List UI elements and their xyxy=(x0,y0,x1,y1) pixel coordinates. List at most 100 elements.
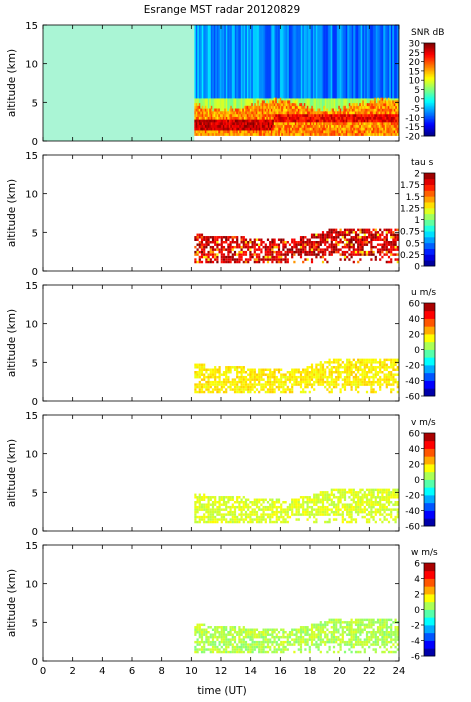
colorbar-tick-label: -20 xyxy=(405,492,420,502)
colorbar-tick-label: -20 xyxy=(405,133,420,143)
y-axis-label: altitude (km) xyxy=(6,569,18,637)
colorbar-tick-label: 60 xyxy=(409,430,421,440)
y-tick-label: 10 xyxy=(25,320,38,331)
colorbar-tick-label: 0.5 xyxy=(406,239,420,249)
colorbar-tick-label: 20 xyxy=(409,461,421,471)
y-tick-label: 10 xyxy=(25,450,38,461)
x-tick-label: 12 xyxy=(215,666,228,677)
colorbar-tick-label: 60 xyxy=(409,300,421,310)
colorbar-label: u m/s xyxy=(411,288,436,298)
y-tick-label: 0 xyxy=(32,527,38,538)
colorbar-tick-label: -15 xyxy=(405,123,420,133)
colorbar-tick-label: 10 xyxy=(409,77,421,87)
colorbar-tick-label: 40 xyxy=(409,315,421,325)
colorbar-tick-label: 0.75 xyxy=(400,228,420,238)
colorbar-tick-label: -2 xyxy=(411,622,420,632)
colorbar-tick-label: -20 xyxy=(405,362,420,372)
colorbar-tick-label: 5 xyxy=(414,86,420,96)
colorbar-tick-label: -40 xyxy=(405,507,420,517)
x-tick-label: 8 xyxy=(158,666,164,677)
x-tick-label: 20 xyxy=(333,666,346,677)
colorbar-tick-label: 20 xyxy=(409,331,421,341)
colorbar-tick-label: 0 xyxy=(414,476,420,486)
y-tick-label: 15 xyxy=(25,151,38,162)
y-tick-label: 10 xyxy=(25,190,38,201)
x-tick-label: 0 xyxy=(40,666,46,677)
y-tick-label: 0 xyxy=(32,267,38,278)
x-tick-label: 2 xyxy=(69,666,75,677)
x-tick-label: 4 xyxy=(99,666,105,677)
x-tick-label: 24 xyxy=(393,666,406,677)
y-axis-label: altitude (km) xyxy=(6,309,18,377)
colorbar-3: 60 40 20 0 -20 -40 -60 u m/s xyxy=(405,288,436,403)
panel-1-heatmap xyxy=(43,25,399,141)
colorbar-tick-label: 20 xyxy=(409,58,421,68)
panel-3-heatmap xyxy=(194,358,399,394)
y-axis-label: altitude (km) xyxy=(6,439,18,507)
y-tick-label: 5 xyxy=(32,618,38,629)
y-tick-label: 0 xyxy=(32,137,38,148)
colorbar-tick-label: 1 xyxy=(414,216,420,226)
colorbar-tick-label: 30 xyxy=(409,40,421,50)
colorbar-tick-label: 0 xyxy=(414,606,420,616)
colorbar-tick-label: -5 xyxy=(411,105,420,115)
colorbar-tick-label: -60 xyxy=(405,393,420,403)
colorbar-label: v m/s xyxy=(411,418,436,428)
colorbar-tick-label: -40 xyxy=(405,377,420,387)
x-tick-label: 18 xyxy=(304,666,317,677)
colorbar-label: tau s xyxy=(411,158,434,168)
colorbar-tick-label: 1.5 xyxy=(406,193,420,203)
y-tick-label: 15 xyxy=(25,281,38,292)
y-tick-label: 10 xyxy=(25,60,38,71)
colorbar-tick-label: 25 xyxy=(409,49,420,59)
colorbar-tick-label: -10 xyxy=(405,114,420,124)
colorbar-5: 6 4 2 0 -2 -4 -6 w m/s xyxy=(411,548,438,663)
y-tick-label: 5 xyxy=(32,358,38,369)
x-tick-label: 22 xyxy=(363,666,376,677)
colorbar-tick-label: 2 xyxy=(414,170,420,180)
y-tick-label: 0 xyxy=(32,657,38,668)
x-tick-label: 16 xyxy=(274,666,287,677)
colorbar-tick-label: 0 xyxy=(414,95,420,105)
chart-title: Esrange MST radar 20120829 xyxy=(144,4,300,16)
y-tick-label: 5 xyxy=(32,488,38,499)
colorbar-tick-label: -6 xyxy=(411,653,420,663)
y-tick-label: 15 xyxy=(25,411,38,422)
y-tick-label: 10 xyxy=(25,580,38,591)
colorbar-tick-label: -60 xyxy=(405,523,420,533)
colorbar-tick-label: 2 xyxy=(414,591,420,601)
y-axis-label: altitude (km) xyxy=(6,49,18,117)
x-tick-label: 10 xyxy=(185,666,198,677)
colorbar-tick-label: 40 xyxy=(409,445,421,455)
x-tick-label: 14 xyxy=(244,666,257,677)
colorbar-tick-label: 15 xyxy=(409,67,420,77)
panel-2: 0 5 10 15 altitude (km) 21.75 1.51.25 1 0.750.5 0… xyxy=(6,151,436,278)
colorbar-tick-label: 0 xyxy=(414,346,420,356)
colorbar-tick-label: 1.25 xyxy=(400,204,420,214)
panel-5-heatmap xyxy=(194,618,399,654)
y-tick-label: 15 xyxy=(25,21,38,32)
x-axis-label: time (UT) xyxy=(197,685,246,697)
colorbar-label: w m/s xyxy=(411,548,438,558)
colorbar-2: 21.75 1.51.25 1 0.750.5 0.25 0 tau s xyxy=(400,158,436,273)
colorbar-tick-label: 4 xyxy=(414,575,420,585)
panel-2-heatmap xyxy=(194,228,399,264)
colorbar-tick-label: -4 xyxy=(411,637,420,647)
colorbar-label: SNR dB xyxy=(411,28,444,38)
no-data-region xyxy=(43,25,195,141)
y-tick-label: 5 xyxy=(32,98,38,109)
panel-4-heatmap xyxy=(194,488,399,524)
panel-3: 0 5 10 15 altitude (km) 60 40 20 0 -20 -40 -60 u m/s xyxy=(6,281,436,408)
y-tick-label: 0 xyxy=(32,397,38,408)
colorbar-tick-label: 1.75 xyxy=(400,181,420,191)
y-tick-label: 15 xyxy=(25,541,38,552)
colorbar-tick-label: 0 xyxy=(414,263,420,273)
colorbar-tick-label: 6 xyxy=(414,560,420,570)
y-axis-label: altitude (km) xyxy=(6,179,18,247)
colorbar-4: 60 40 20 0 -20 -40 -60 v m/s xyxy=(405,418,436,533)
panel-4: 0 5 10 15 altitude (km) 60 40 20 0 -20 -40 -60 v m/s xyxy=(6,411,436,538)
